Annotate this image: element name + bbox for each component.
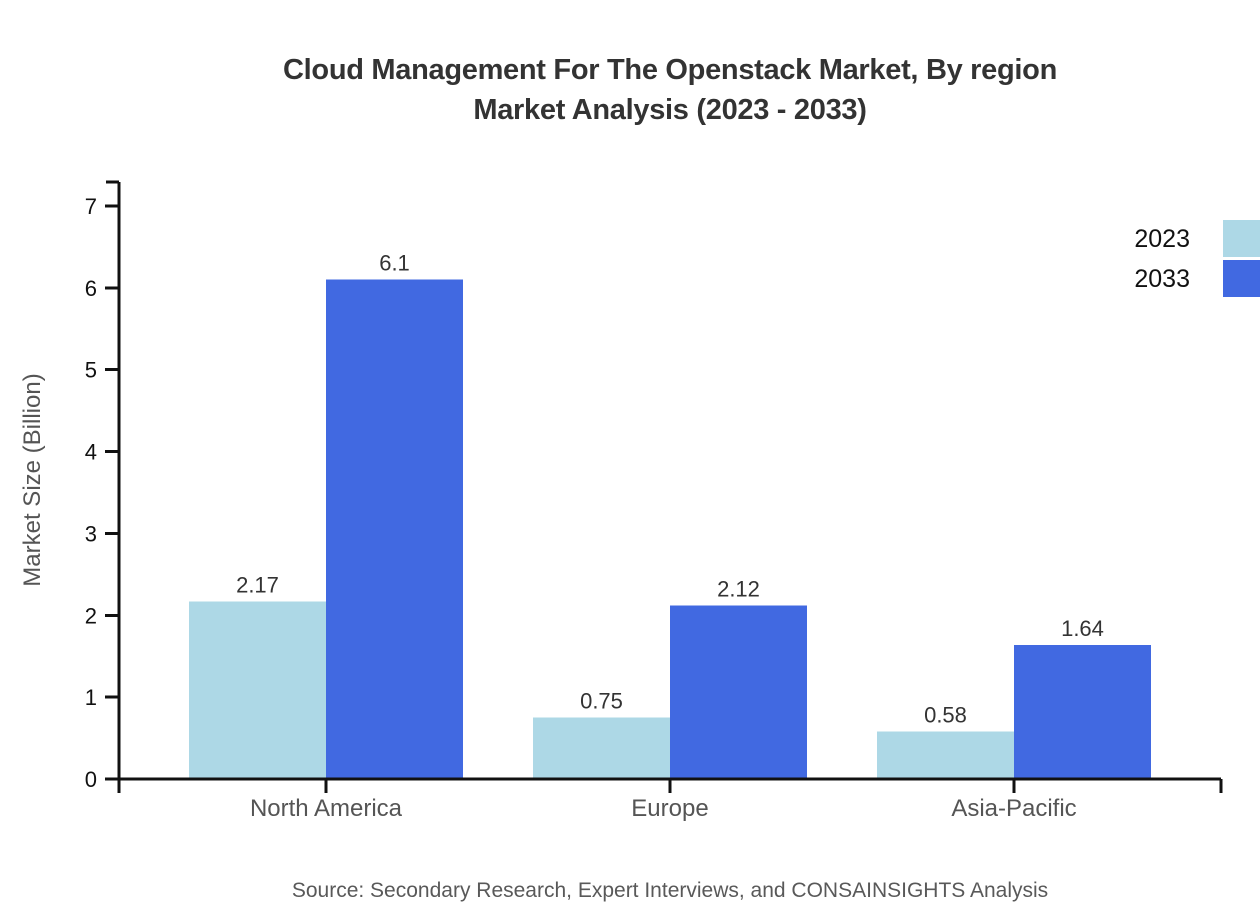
- chart-title: Cloud Management For The Openstack Marke…: [80, 50, 1260, 130]
- bar-2033-asia-pacific: [1014, 644, 1151, 779]
- bar-2023-north-america: [189, 601, 326, 779]
- bar-2033-north-america: [326, 279, 463, 779]
- y-tick-label-7: 7: [85, 194, 97, 219]
- legend-label-2033: 2033: [1134, 265, 1190, 293]
- chart-title-line-2: Market Analysis (2023 - 2033): [473, 94, 867, 126]
- y-tick-label-4: 4: [85, 440, 97, 465]
- value-label-2023-asia-pacific: 0.58: [924, 703, 967, 728]
- value-label-2033-europe: 2.12: [717, 576, 760, 601]
- legend-swatch-2033: [1223, 260, 1260, 297]
- bar-2033-europe: [670, 605, 807, 779]
- x-category-label-europe: Europe: [631, 795, 708, 822]
- y-tick-label-3: 3: [85, 521, 97, 546]
- chart-title-line-1: Cloud Management For The Openstack Marke…: [283, 54, 1057, 86]
- source-note: Source: Secondary Research, Expert Inter…: [291, 879, 1049, 902]
- value-label-2023-north-america: 2.17: [236, 572, 279, 597]
- value-label-2023-europe: 0.75: [580, 689, 623, 714]
- y-tick-label-1: 1: [85, 685, 97, 710]
- y-tick-label-6: 6: [85, 276, 97, 301]
- x-category-label-north-america: North America: [250, 795, 403, 822]
- y-tick-label-5: 5: [85, 358, 97, 383]
- bar-2023-asia-pacific: [877, 731, 1014, 779]
- x-category-label-asia-pacific: Asia-Pacific: [951, 795, 1076, 822]
- legend-swatch-2023: [1223, 220, 1260, 257]
- y-tick-label-2: 2: [85, 603, 97, 628]
- y-tick-label-0: 0: [85, 767, 97, 792]
- value-label-2033-north-america: 6.1: [379, 251, 410, 276]
- value-label-2033-asia-pacific: 1.64: [1061, 616, 1104, 641]
- bar-2023-europe: [533, 717, 670, 779]
- legend-label-2023: 2023: [1134, 225, 1190, 253]
